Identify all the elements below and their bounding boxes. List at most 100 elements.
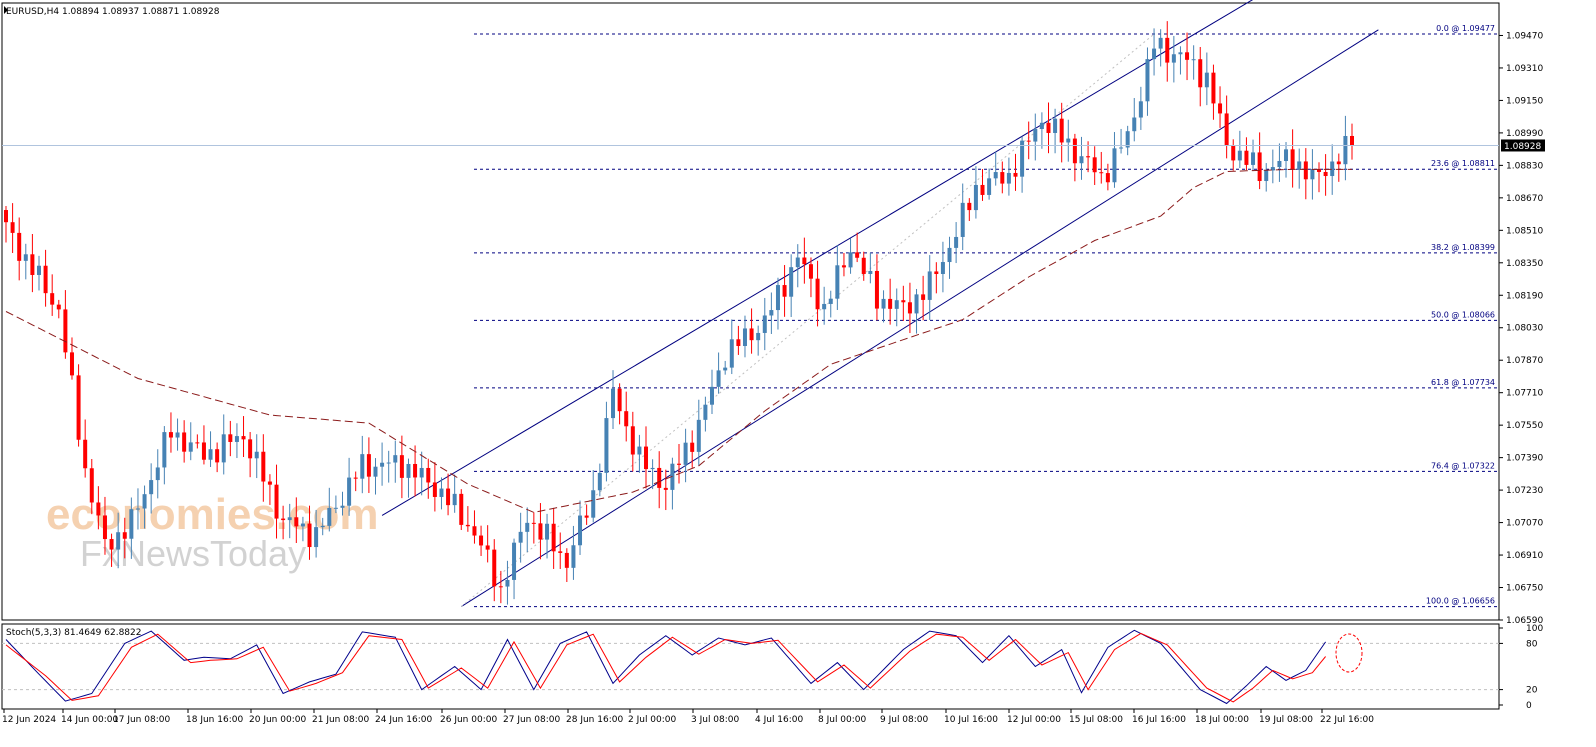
candle-body [142,494,147,509]
candle-body [841,265,846,268]
candle-body [373,466,378,477]
candle-body [1165,37,1170,63]
candle-body [168,432,173,438]
candle-body [267,481,272,485]
candle-body [624,411,629,427]
candle-body [155,467,160,481]
candle-body [756,332,761,341]
candle-body [1059,118,1064,143]
candle-body [1046,122,1051,133]
candle-body [1244,150,1249,165]
candle-body [340,505,345,508]
stoch-line [5,632,1326,703]
candle-body [822,303,827,310]
candle-body [518,531,523,543]
time-tick-label: 17 Jun 08:00 [113,715,170,725]
candle-body [96,502,101,516]
candle-body [69,352,74,376]
candle-body [934,271,939,275]
fib-level-label: 0.0 @ 1.09477 [1436,24,1495,33]
candle-body [261,451,266,482]
candle-body [129,509,134,539]
candle-body [254,451,259,459]
candle-body [914,294,919,314]
candle-body [828,298,833,304]
price-tick-label: 1.09150 [1506,96,1543,106]
candle-body [881,298,886,309]
candle-body [650,467,655,470]
candle-body [287,517,292,521]
candle-body [683,442,688,465]
candle-body [927,271,932,300]
candle-body [907,302,912,314]
candle-body [274,484,279,519]
candle-body [1099,172,1104,174]
candle-body [459,493,464,525]
candle-body [1079,156,1084,164]
candle-body [960,202,965,237]
candle-body [1145,59,1150,102]
candle-body [564,552,569,568]
candle-body [406,463,411,478]
time-tick-label: 21 Jun 08:00 [312,715,369,725]
candle-body [380,462,385,467]
candle-body [980,184,985,195]
candle-body [604,418,609,473]
candle-body [591,490,596,518]
candle-body [531,522,536,524]
candle-body [294,517,299,527]
candle-body [1152,48,1157,60]
candle-body [234,436,239,442]
candle-body [1158,37,1163,49]
candle-body [1277,160,1282,168]
candle-body [4,210,8,223]
candle-body [1013,172,1018,177]
candle-body [1020,140,1025,177]
stoch-tick-label: 80 [1526,639,1538,649]
price-tick-label: 1.08350 [1506,259,1543,269]
fib-level-label: 100.0 @ 1.06656 [1426,597,1495,606]
candle-body [1119,147,1124,149]
candle-body [815,278,820,310]
candle-body [848,252,853,268]
candle-body [1317,169,1322,172]
time-tick-label: 20 Jun 00:00 [249,715,306,725]
candle-body [512,542,517,580]
candle-body [1270,167,1275,171]
candle-body [835,265,840,299]
candle-body [241,436,246,440]
candle-body [954,236,959,248]
price-tick-label: 1.07390 [1506,454,1543,464]
candle-body [175,432,180,438]
candle-body [393,455,398,463]
candle-body [1092,157,1097,173]
stoch-tick-label: 20 [1526,686,1538,696]
candle-body [366,454,371,477]
time-tick-label: 18 Jun 16:00 [186,715,243,725]
watermark-line2: FxNewsToday [80,533,306,574]
candle-body [201,442,206,460]
candle-body [993,172,998,179]
candle-body [89,468,94,503]
price-tick-label: 1.09470 [1506,31,1543,41]
candle-body [492,549,497,587]
candle-body [703,404,708,420]
candle-body [452,493,457,506]
fib-level-label: 23.6 @ 1.08811 [1431,159,1495,168]
time-tick-label: 26 Jun 00:00 [440,715,497,725]
candle-body [1000,172,1005,184]
candle-body [1231,145,1236,161]
price-tick-label: 1.07070 [1506,519,1543,529]
candle-body [63,309,68,353]
chart-menu-icon[interactable] [4,6,8,14]
candle-body [505,579,510,587]
candle-body [17,232,22,261]
candle-body [1323,171,1328,177]
candle-body [1224,113,1229,146]
candle-body [182,432,187,452]
price-tick-label: 1.08190 [1506,291,1543,301]
candle-body [637,446,642,455]
candle-body [1330,161,1335,177]
